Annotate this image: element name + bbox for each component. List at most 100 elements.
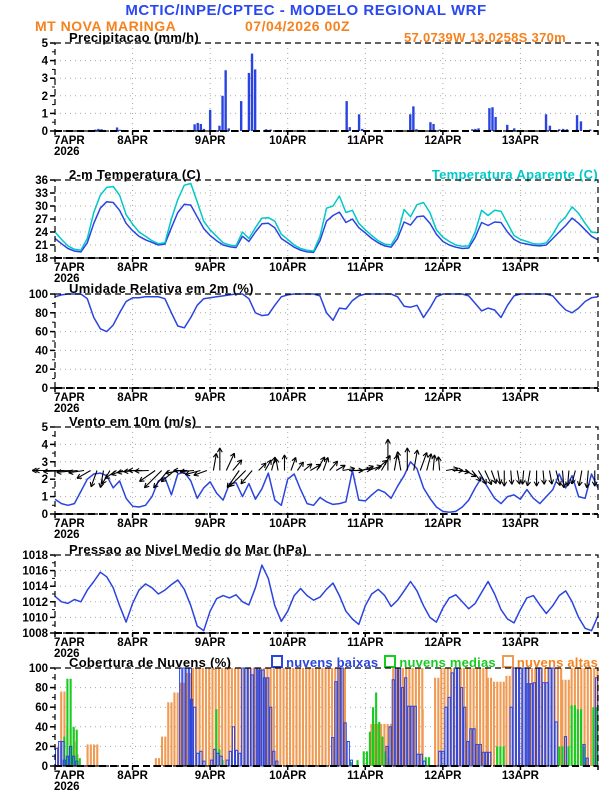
svg-text:11APR: 11APR	[347, 518, 384, 530]
svg-text:0: 0	[42, 761, 48, 773]
svg-text:13APR: 13APR	[502, 637, 540, 649]
svg-text:7APR: 7APR	[54, 770, 85, 782]
high-clouds-legend-label: nuvens altas	[516, 655, 598, 670]
svg-text:13APR: 13APR	[502, 135, 540, 147]
svg-text:9APR: 9APR	[195, 770, 226, 782]
wind-title: Vento em 10m (m/s)	[69, 414, 197, 429]
svg-text:1018: 1018	[22, 550, 48, 562]
svg-text:10APR: 10APR	[269, 262, 307, 274]
svg-text:2026: 2026	[54, 781, 80, 792]
svg-text:1016: 1016	[22, 566, 48, 578]
svg-text:10APR: 10APR	[269, 392, 307, 404]
panel-wind-header: Vento em 10m (m/s)	[55, 414, 598, 429]
svg-text:12APR: 12APR	[424, 135, 462, 147]
temperature-title: 2-m Temperatura (C)	[69, 167, 201, 182]
panel-precipitation: 0 1 2 3 4 5 7APR 8APR 9APR 10APR 11APR 12APR 13APR 20…	[42, 38, 599, 158]
panel-cloud-cover: 0 20 40 60 80 100 7APR 8APR 9APR 10APR 11APR 12APR 1…	[29, 663, 599, 792]
mid-clouds-legend-icon	[384, 655, 397, 668]
svg-text:1: 1	[42, 108, 49, 120]
svg-text:2026: 2026	[54, 403, 80, 415]
svg-text:13APR: 13APR	[502, 518, 540, 530]
svg-text:30: 30	[35, 201, 48, 213]
svg-text:8APR: 8APR	[117, 392, 148, 404]
svg-text:8APR: 8APR	[117, 135, 148, 147]
panel-relative-humidity: 0 20 40 60 80 100 7APR 8APR 9APR 10APR 11APR 12APR 1…	[29, 289, 599, 415]
svg-text:40: 40	[35, 345, 48, 357]
panel-temperature-header: 2-m Temperatura (C) Temperatura Aparente…	[55, 167, 598, 182]
svg-text:5: 5	[42, 38, 49, 50]
svg-text:12APR: 12APR	[424, 392, 462, 404]
svg-text:8APR: 8APR	[117, 518, 148, 530]
svg-text:10APR: 10APR	[269, 518, 307, 530]
svg-text:9APR: 9APR	[195, 262, 226, 274]
svg-text:0: 0	[42, 383, 48, 395]
svg-text:0: 0	[42, 126, 48, 138]
svg-text:11APR: 11APR	[347, 262, 384, 274]
svg-text:7APR: 7APR	[54, 392, 85, 404]
svg-text:2026: 2026	[54, 529, 80, 541]
svg-text:7APR: 7APR	[54, 262, 85, 274]
svg-text:100: 100	[29, 663, 48, 675]
panel-wind-10m: 0 1 2 3 4 5 7APR 8APR 9APR 10APR 11APR 12APR 13APR 20…	[31, 422, 599, 541]
svg-text:21: 21	[35, 240, 48, 252]
svg-text:100: 100	[29, 289, 48, 301]
svg-text:9APR: 9APR	[195, 637, 226, 649]
svg-text:9APR: 9APR	[195, 392, 226, 404]
svg-text:3: 3	[42, 73, 48, 85]
svg-text:11APR: 11APR	[347, 135, 384, 147]
svg-text:7APR: 7APR	[54, 135, 85, 147]
svg-text:24: 24	[35, 227, 48, 239]
svg-text:13APR: 13APR	[502, 262, 540, 274]
svg-text:20: 20	[35, 741, 48, 753]
apparent-temperature-title: Temperatura Aparente (C)	[431, 167, 598, 182]
svg-text:2: 2	[42, 474, 48, 486]
svg-text:11APR: 11APR	[347, 637, 384, 649]
svg-text:36: 36	[35, 175, 48, 187]
svg-text:12APR: 12APR	[424, 518, 462, 530]
svg-text:80: 80	[35, 308, 48, 320]
low-clouds-legend-label: nuvens baixas	[286, 655, 379, 670]
svg-text:4: 4	[42, 439, 49, 451]
svg-text:10APR: 10APR	[269, 637, 307, 649]
svg-text:80: 80	[35, 683, 48, 695]
svg-text:60: 60	[35, 327, 48, 339]
precipitation-title: Precipitacao (mm/h)	[69, 30, 199, 45]
svg-text:2026: 2026	[54, 648, 80, 660]
svg-text:0: 0	[42, 509, 48, 521]
svg-text:7APR: 7APR	[54, 637, 85, 649]
high-clouds-legend-icon	[501, 655, 514, 668]
clouds-legend: nuvens baixas nuvens medias nuvens altas	[271, 655, 598, 670]
svg-text:8APR: 8APR	[117, 770, 148, 782]
svg-text:1010: 1010	[22, 612, 48, 624]
svg-text:9APR: 9APR	[195, 135, 226, 147]
svg-text:5: 5	[42, 422, 49, 434]
svg-text:10APR: 10APR	[269, 770, 307, 782]
svg-text:11APR: 11APR	[347, 770, 384, 782]
svg-text:8APR: 8APR	[117, 637, 148, 649]
humidity-title: Umidade Relativa em 2m (%)	[69, 281, 254, 296]
svg-text:8APR: 8APR	[117, 262, 148, 274]
svg-text:10APR: 10APR	[269, 135, 307, 147]
svg-text:12APR: 12APR	[424, 770, 462, 782]
svg-text:20: 20	[35, 364, 48, 376]
svg-text:13APR: 13APR	[502, 392, 540, 404]
svg-text:2026: 2026	[54, 146, 80, 158]
model-title: MCTIC/INPE/CPTEC - MODELO REGIONAL WRF	[125, 2, 487, 19]
run-datetime: 07/04/2026 00Z	[245, 18, 351, 34]
svg-text:1: 1	[42, 492, 49, 504]
clouds-title: Cobertura de Nuvens (%)	[69, 655, 232, 670]
svg-text:33: 33	[35, 188, 48, 200]
panel-sea-level-pressure: 1008 1010 1012 1014 1016 1018 7APR 8APR 9APR 10AP…	[22, 550, 599, 660]
svg-text:4: 4	[42, 56, 49, 68]
svg-text:13APR: 13APR	[502, 770, 540, 782]
svg-text:9APR: 9APR	[195, 518, 226, 530]
panel-pressure-header: Pressao ao Nivel Medio do Mar (hPa)	[55, 542, 598, 557]
svg-text:2026: 2026	[54, 273, 80, 285]
pressure-title: Pressao ao Nivel Medio do Mar (hPa)	[69, 542, 308, 557]
station-coords: 57.0739W 13.0258S 370m	[404, 30, 566, 45]
svg-text:1008: 1008	[22, 628, 48, 640]
panel-humidity-header: Umidade Relativa em 2m (%)	[55, 281, 598, 296]
